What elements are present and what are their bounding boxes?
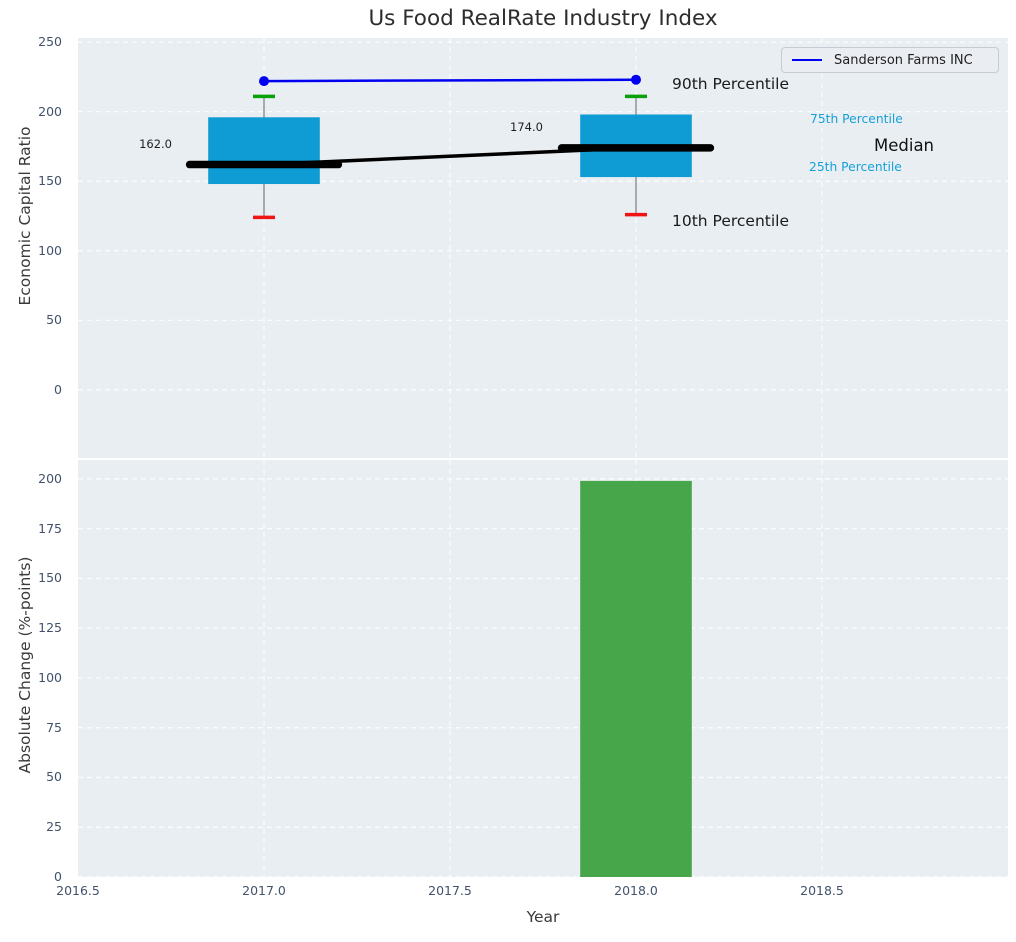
tick-label: 0 [54,869,62,884]
annotation-90th-percentile: 90th Percentile [672,75,790,93]
legend: Sanderson Farms INC [781,47,999,73]
company-line [263,78,637,83]
annotation-75th-percentile: 75th Percentile [810,112,903,126]
y-axis-label-top: Economic Capital Ratio [16,126,34,306]
tick-label: 2018.0 [614,883,658,898]
tick-label: 0 [54,381,62,397]
iqr-box-2017 [208,117,320,185]
legend-line-sample-icon [792,59,822,61]
tick-label: 25 [46,819,62,835]
tick-label: 50 [46,312,62,328]
tick-label: 50 [46,769,62,785]
tick-label: 2017.0 [242,883,286,898]
tick-label: 2016.5 [56,883,100,898]
tick-label: 200 [38,103,62,119]
tick-label: 100 [38,669,62,685]
tick-label: 150 [38,570,62,586]
tick-label: 125 [38,620,62,636]
change-bar-2018 [580,480,692,877]
annotation-25th-percentile: 25th Percentile [809,160,902,174]
tick-label: 100 [38,242,62,258]
tick-label: 150 [38,173,62,189]
company-marker [259,76,269,87]
y-axis-label-bottom: Absolute Change (%-points) [16,556,34,774]
legend-label: Sanderson Farms INC [834,52,973,68]
axes-bottom-bar [78,460,1008,877]
tick-label: 250 [38,34,62,50]
annotation-median: Median [874,136,935,155]
tick-label: 175 [38,520,62,536]
chart-title: Us Food RealRate Industry Index [368,6,718,31]
axes-top-boxplot [78,38,1008,458]
bar-canvas [78,460,1008,877]
tick-label: 2018.5 [800,883,844,898]
x-axis-label: Year [526,908,560,926]
tick-label: 200 [38,470,62,486]
tick-label: 75 [46,719,62,735]
annotation-10th-percentile: 10th Percentile [672,212,790,230]
boxplot-canvas [78,38,1008,458]
median-value-2017: 162.0 [139,137,172,151]
median-value-2018: 174.0 [510,120,543,134]
company-marker [631,74,641,85]
tick-label: 2017.5 [428,883,472,898]
